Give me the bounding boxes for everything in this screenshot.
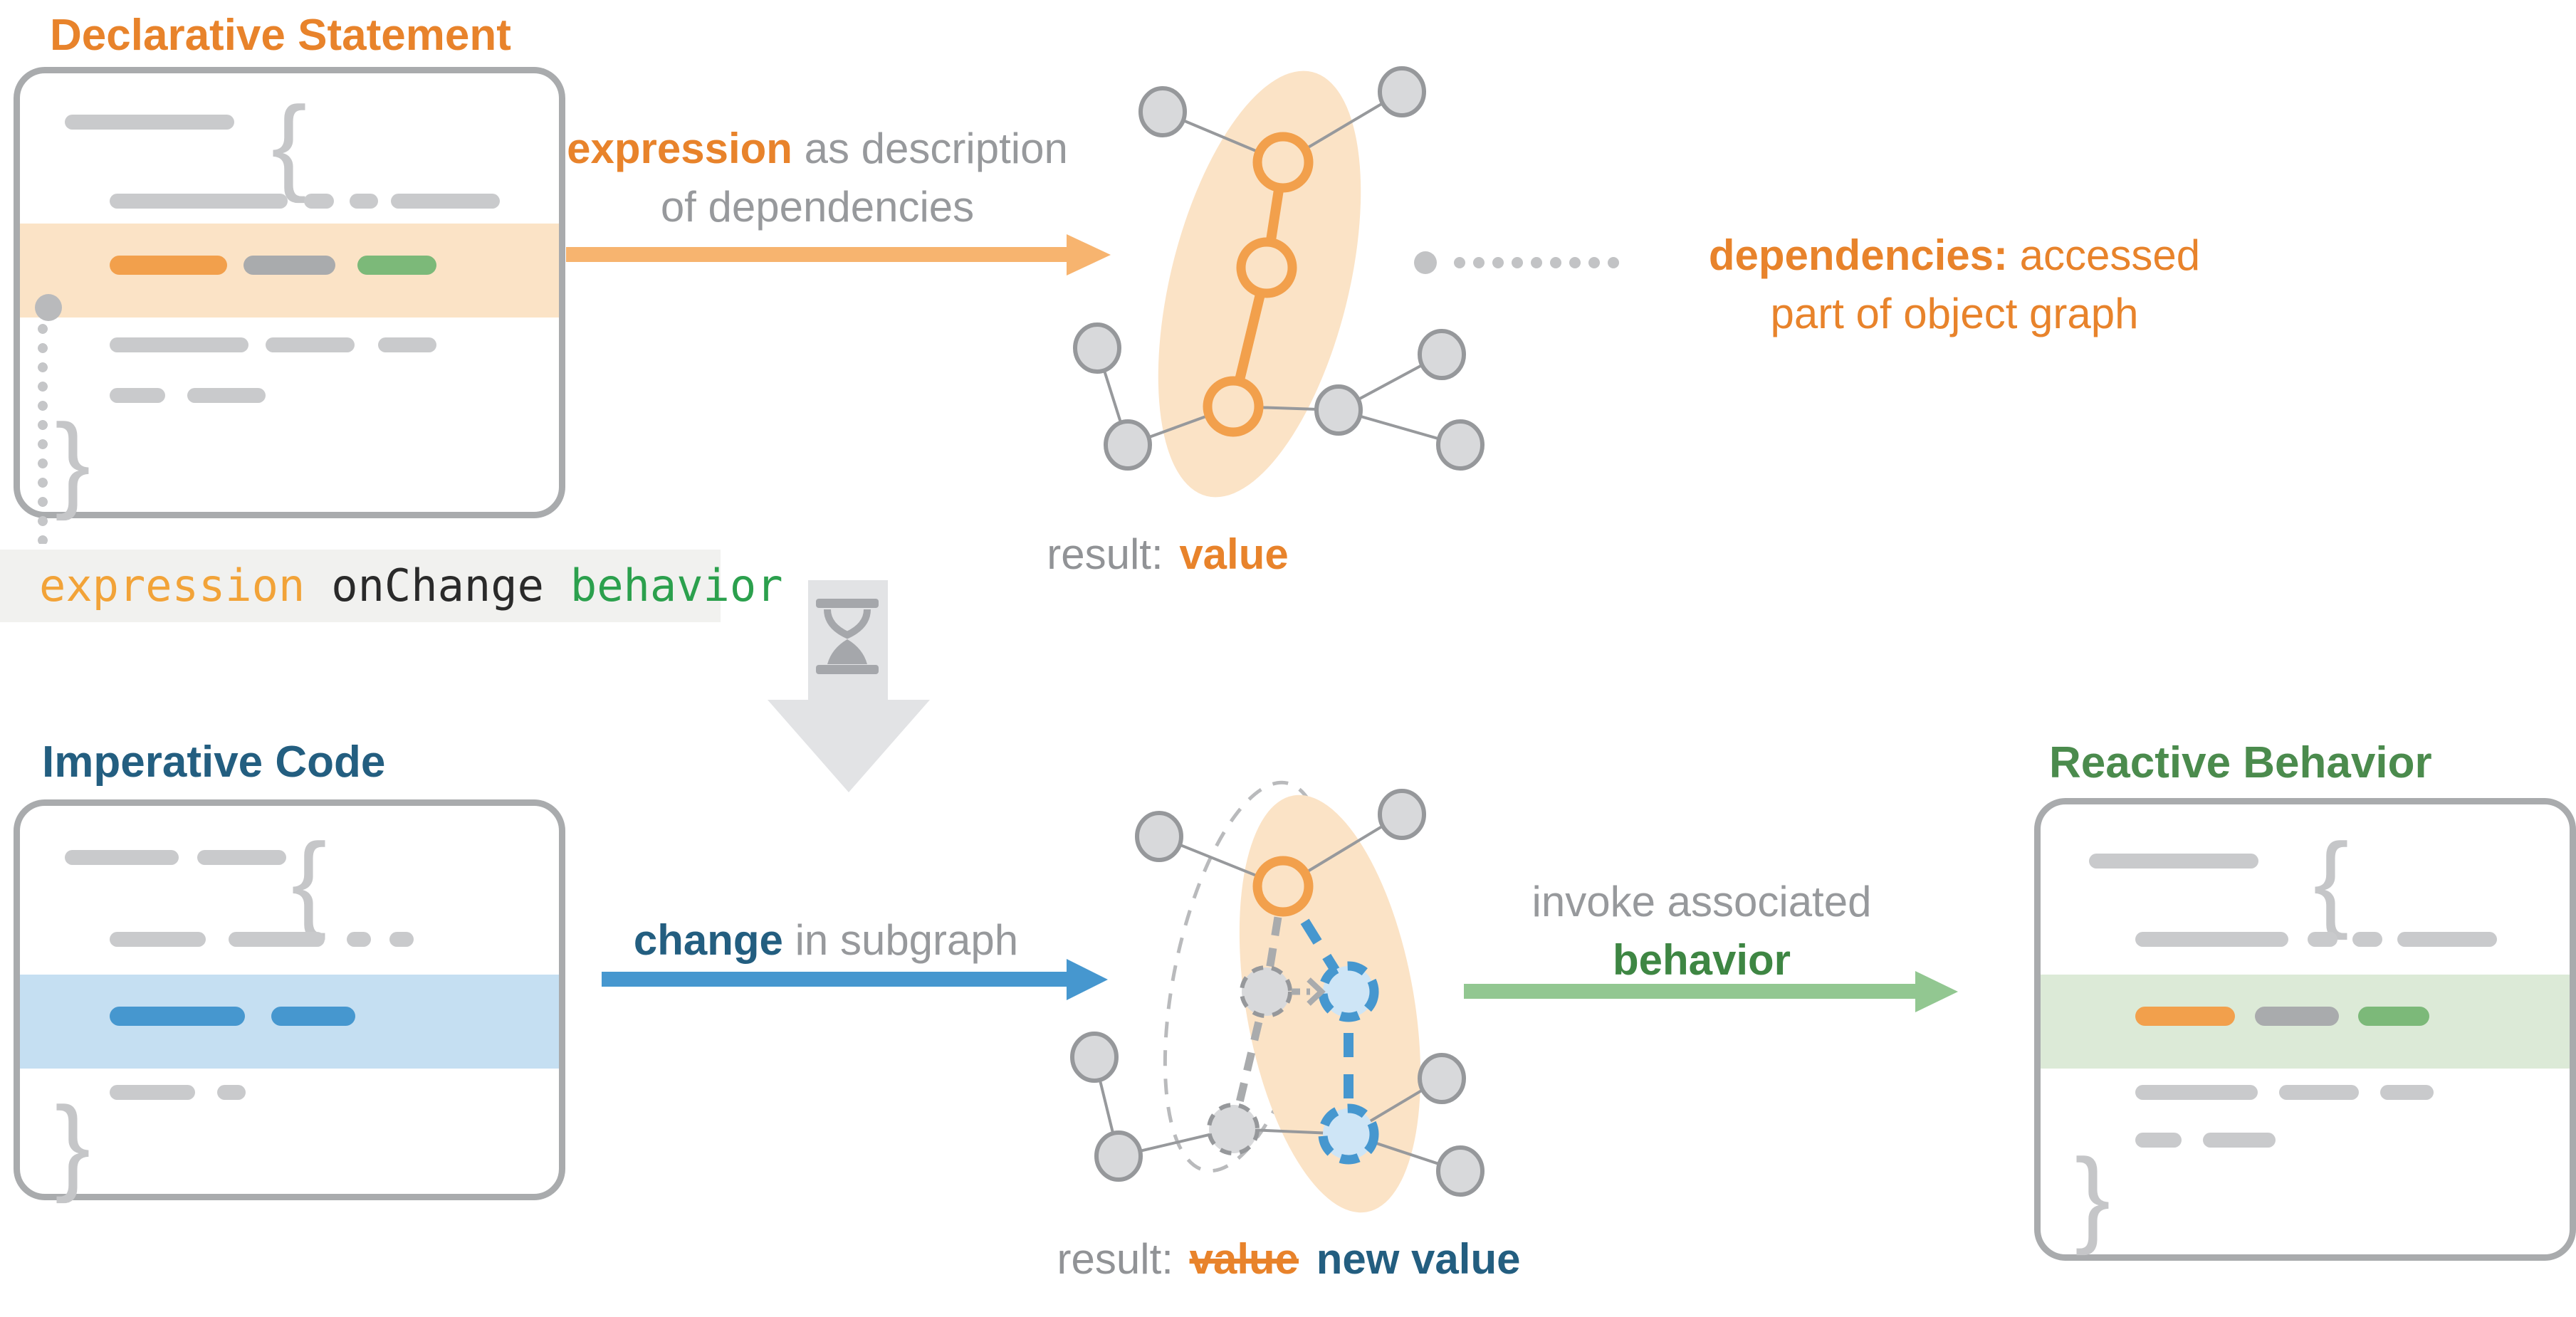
code-line-bar: [266, 337, 355, 352]
code-line-bar: [389, 932, 414, 947]
time-passes-down-arrow: [768, 580, 930, 792]
expression-annotation-line2: of dependencies: [660, 183, 975, 231]
code-line-bar: [2135, 932, 2288, 947]
onchange-token-bar: [244, 256, 335, 275]
reactive-title: Reactive Behavior: [2049, 738, 2432, 787]
close-brace-glyph: }: [55, 1084, 91, 1204]
invoke-line1: invoke associated: [1532, 878, 1872, 925]
open-brace-glyph: {: [271, 84, 308, 204]
behavior-token-bar: [2358, 1007, 2429, 1026]
code-line-bar: [2203, 1133, 2276, 1148]
expression-token-bar: [110, 256, 227, 275]
onchange-token-bar: [2255, 1007, 2339, 1026]
code-line-bar: [110, 932, 206, 947]
result-bottom: result: value new value: [968, 1230, 1609, 1289]
code-line-bar: [347, 932, 371, 947]
invoke-annotation: invoke associated behavior: [1417, 873, 1986, 990]
code-line-bar: [65, 115, 234, 130]
invoke-arrow-shaft: [1464, 984, 1915, 999]
root-dependency-node: [1252, 856, 1314, 917]
code-line-bar: [2135, 1133, 2182, 1148]
code-line-bar: [110, 194, 288, 209]
open-brace-glyph: {: [2313, 821, 2350, 940]
change-arrow-shaft: [602, 972, 1067, 987]
code-line-bar: [217, 1085, 246, 1100]
code-line-bar: [304, 194, 334, 209]
result-top-label: result:: [1047, 530, 1163, 578]
invoke-bold: behavior: [1612, 936, 1791, 984]
expression-annotation: expression as description of dependencie…: [497, 120, 1138, 236]
changed-subgraph-nodes: [1318, 961, 1379, 1165]
statement-code-snippet: expression onChange behavior: [0, 550, 783, 622]
change-bold: change: [633, 916, 783, 964]
code-line-bar: [110, 388, 165, 403]
expression-annotation-line1: expression as description: [497, 120, 1138, 178]
dependencies-line2: part of object graph: [1770, 290, 2139, 337]
object-nodes: [1070, 789, 1485, 1197]
imperative-title: Imperative Code: [42, 738, 386, 787]
expression-arrow-head: [1067, 234, 1111, 276]
result-bottom-old-value: value: [1189, 1235, 1299, 1283]
expression-rest: as description: [792, 125, 1068, 172]
code-line-bar: [2397, 932, 2497, 947]
change-arrow-head: [1067, 959, 1108, 1000]
dependencies-line1: dependencies: accessed: [1638, 226, 2271, 285]
result-top: result: value: [954, 525, 1381, 584]
shift-arrow: [1292, 977, 1326, 1006]
changed-object-graph: [1070, 780, 1485, 1213]
reactive-code-box: { }: [2034, 798, 2576, 1261]
hourglass-icon: [816, 599, 879, 674]
dotted-connector-line: [37, 322, 48, 544]
expression-token-bar: [2135, 1007, 2235, 1026]
dependency-object-graph: [1073, 66, 1619, 498]
code-line-bar: [110, 337, 248, 352]
change-annotation: change in subgraph: [541, 911, 1111, 970]
behavior-token-bar: [357, 256, 436, 275]
code-line-bar: [187, 388, 266, 403]
declarative-code-box: { }: [14, 67, 565, 518]
change-token-bar: [271, 1007, 355, 1026]
open-brace-glyph: {: [291, 821, 328, 940]
down-block-arrow: [768, 580, 930, 792]
code-line-bar: [2089, 854, 2258, 869]
code-line-bar: [197, 850, 286, 865]
result-bottom-new-value: new value: [1316, 1235, 1521, 1283]
code-line-bar: [2308, 932, 2337, 947]
snippet-behavior: behavior: [570, 560, 783, 612]
result-top-value: value: [1179, 530, 1289, 578]
close-brace-glyph: }: [55, 402, 91, 521]
expression-bold: expression: [567, 125, 792, 172]
snippet-onchange: onChange: [331, 560, 544, 612]
dependencies-rest: accessed: [2007, 231, 2201, 279]
code-line-bar: [2279, 1085, 2359, 1100]
change-token-bar: [110, 1007, 245, 1026]
statement-anchor-dot: [35, 294, 62, 321]
code-line-bar: [65, 850, 179, 865]
old-subgraph-nodes: [1207, 965, 1292, 1155]
code-line-bar: [2352, 932, 2382, 947]
snippet-expression: expression: [39, 560, 305, 612]
declarative-title: Declarative Statement: [50, 11, 511, 60]
result-bottom-label: result:: [1057, 1235, 1173, 1283]
code-line-bar: [391, 194, 500, 209]
code-line-bar: [350, 194, 378, 209]
object-nodes: [1073, 66, 1485, 471]
expression-arrow-shaft: [566, 247, 1067, 262]
accessed-dependency-nodes: [1203, 132, 1314, 437]
dependencies-annotation: dependencies: accessed part of object gr…: [1638, 226, 2271, 343]
imperative-code-box: { }: [14, 799, 565, 1200]
change-rest: in subgraph: [782, 916, 1019, 964]
invoke-arrow-head: [1915, 971, 1958, 1012]
code-line-bar: [2380, 1085, 2434, 1100]
dependencies-bold: dependencies:: [1708, 231, 2008, 279]
close-brace-glyph: }: [2075, 1136, 2111, 1256]
dependencies-dotted-pointer: [1414, 251, 1619, 274]
code-line-bar: [229, 932, 325, 947]
code-line-bar: [378, 337, 436, 352]
code-line-bar: [110, 1085, 195, 1100]
code-line-bar: [2135, 1085, 2258, 1100]
